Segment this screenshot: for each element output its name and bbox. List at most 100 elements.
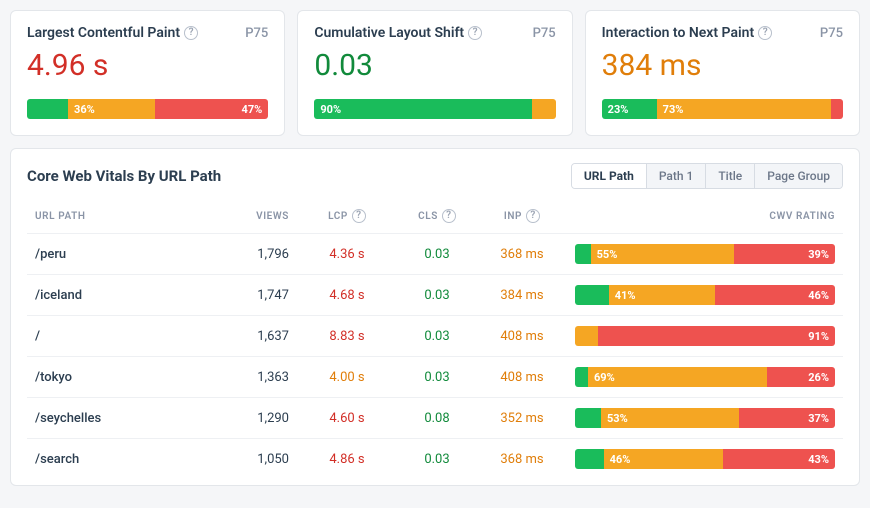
- rating-bar: 53%37%: [575, 408, 835, 428]
- table-row[interactable]: /tokyo1,3634.00 s0.03408 ms69%26%: [27, 357, 843, 398]
- card-title-text: Largest Contentful Paint: [27, 25, 180, 41]
- bar-segment-poor: 47%: [155, 99, 268, 119]
- bar-segment-good: [575, 285, 609, 305]
- cell-lcp: 8.83 s: [297, 316, 397, 357]
- bar-segment-ni: 41%: [609, 285, 716, 305]
- card-title-text: Cumulative Layout Shift: [314, 25, 464, 41]
- help-icon[interactable]: ?: [758, 26, 772, 40]
- card-title: Interaction to Next Paint?: [602, 25, 773, 41]
- panel-title: Core Web Vitals By URL Path: [27, 167, 221, 185]
- metric-value: 0.03: [314, 51, 555, 81]
- bar-segment-label: 55%: [597, 248, 618, 261]
- card-header: Interaction to Next Paint?P75: [602, 25, 843, 41]
- cell-inp: 352 ms: [477, 398, 567, 439]
- cell-rating: 46% 43%: [567, 439, 843, 480]
- bar-segment-good: 23%: [602, 99, 657, 119]
- metric-card-cls[interactable]: Cumulative Layout Shift? P75 0.03 90%: [297, 10, 572, 136]
- bar-segment-poor: 43%: [723, 449, 835, 469]
- bar-segment-good: [575, 244, 591, 264]
- col-rating[interactable]: CWV RATING: [567, 203, 843, 234]
- help-icon[interactable]: ?: [442, 209, 456, 223]
- col-views[interactable]: VIEWS: [217, 203, 297, 234]
- col-inp-label: INP: [504, 211, 522, 222]
- cell-inp: 384 ms: [477, 275, 567, 316]
- metric-card-lcp[interactable]: Largest Contentful Paint?P754.96 s36%47%: [10, 10, 285, 136]
- card-title: Cumulative Layout Shift?: [314, 25, 482, 41]
- bar-segment-good: [575, 449, 604, 469]
- rating-bar: 41%46%: [575, 285, 835, 305]
- cell-views: 1,050: [217, 439, 297, 480]
- bar-segment-label: 39%: [808, 248, 829, 261]
- bar-segment-ni: 53%: [601, 408, 739, 428]
- bar-segment-label: 73%: [663, 103, 684, 116]
- bar-segment-label: 26%: [808, 371, 829, 384]
- col-cls-label: CLS: [418, 211, 438, 222]
- cell-lcp: 4.36 s: [297, 234, 397, 275]
- col-lcp[interactable]: LCP?: [297, 203, 397, 234]
- col-url[interactable]: URL PATH: [27, 203, 217, 234]
- bar-segment-poor: 91%: [598, 326, 835, 346]
- cell-path[interactable]: /iceland: [27, 275, 217, 316]
- cell-path[interactable]: /seychelles: [27, 398, 217, 439]
- cwv-table-panel: Core Web Vitals By URL Path URL PathPath…: [10, 148, 860, 486]
- cell-rating: 69%26%: [567, 357, 843, 398]
- cell-views: 1,637: [217, 316, 297, 357]
- cell-rating: 55% 39%: [567, 234, 843, 275]
- bar-segment-label: 36%: [74, 103, 95, 116]
- bar-segment-ni: [532, 99, 556, 119]
- cell-cls: 0.03: [397, 316, 477, 357]
- cell-path[interactable]: /peru: [27, 234, 217, 275]
- help-icon[interactable]: ?: [526, 209, 540, 223]
- cwv-table: URL PATH VIEWS LCP? CLS? INP? CWV RATING…: [27, 203, 843, 479]
- bar-segment-good: 90%: [314, 99, 531, 119]
- bar-segment-good: [575, 408, 601, 428]
- cell-path[interactable]: /: [27, 316, 217, 357]
- card-title-text: Interaction to Next Paint: [602, 25, 755, 41]
- table-row[interactable]: /search1,0504.86 s0.03368 ms46%43%: [27, 439, 843, 480]
- bar-segment-label: 23%: [608, 103, 629, 116]
- cell-inp: 408 ms: [477, 357, 567, 398]
- p75-label: P75: [533, 26, 556, 41]
- cell-rating: 91%: [567, 316, 843, 357]
- rating-bar: 69%26%: [575, 367, 835, 387]
- cell-views: 1,747: [217, 275, 297, 316]
- card-title: Largest Contentful Paint?: [27, 25, 198, 41]
- bar-segment-poor: 46%: [715, 285, 835, 305]
- cell-rating: 53%37%: [567, 398, 843, 439]
- bar-segment-poor: 39%: [734, 244, 835, 264]
- col-cls[interactable]: CLS?: [397, 203, 477, 234]
- table-row[interactable]: /peru1,7964.36 s0.03368 ms55%39%: [27, 234, 843, 275]
- grouping-tabs: URL PathPath 1TitlePage Group: [571, 163, 843, 189]
- tab-path-1[interactable]: Path 1: [646, 164, 706, 188]
- help-icon[interactable]: ?: [468, 26, 482, 40]
- help-icon[interactable]: ?: [184, 26, 198, 40]
- cell-lcp: 4.68 s: [297, 275, 397, 316]
- cell-lcp: 4.00 s: [297, 357, 397, 398]
- card-header: Cumulative Layout Shift? P75: [314, 25, 555, 41]
- bar-segment-label: 46%: [610, 453, 631, 466]
- table-row[interactable]: /iceland1,7474.68 s0.03384 ms41%46%: [27, 275, 843, 316]
- col-inp[interactable]: INP?: [477, 203, 567, 234]
- panel-header: Core Web Vitals By URL Path URL PathPath…: [27, 163, 843, 189]
- cell-cls: 0.03: [397, 439, 477, 480]
- table-row[interactable]: /1,6378.83 s0.03408 ms91%: [27, 316, 843, 357]
- bar-segment-poor: 37%: [739, 408, 835, 428]
- metric-card-inp[interactable]: Interaction to Next Paint?P75384 ms23%73…: [585, 10, 860, 136]
- bar-segment-poor: 26%: [767, 367, 835, 387]
- bar-segment-ni: 46%: [604, 449, 724, 469]
- help-icon[interactable]: ?: [352, 209, 366, 223]
- cell-inp: 368 ms: [477, 439, 567, 480]
- table-row[interactable]: /seychelles1,2904.60 s0.08352 ms53%37%: [27, 398, 843, 439]
- cell-path[interactable]: /tokyo: [27, 357, 217, 398]
- bar-segment-ni: 36%: [68, 99, 155, 119]
- table-header-row: URL PATH VIEWS LCP? CLS? INP? CWV RATING: [27, 203, 843, 234]
- cell-path[interactable]: /search: [27, 439, 217, 480]
- bar-segment-ni: 73%: [657, 99, 831, 119]
- bar-segment-label: 47%: [242, 103, 263, 116]
- rating-bar: 46% 43%: [575, 449, 835, 469]
- col-lcp-label: LCP: [328, 211, 348, 222]
- rating-bar: 91%: [575, 326, 835, 346]
- tab-url-path[interactable]: URL Path: [572, 164, 646, 188]
- tab-title[interactable]: Title: [705, 164, 754, 188]
- tab-page-group[interactable]: Page Group: [754, 164, 842, 188]
